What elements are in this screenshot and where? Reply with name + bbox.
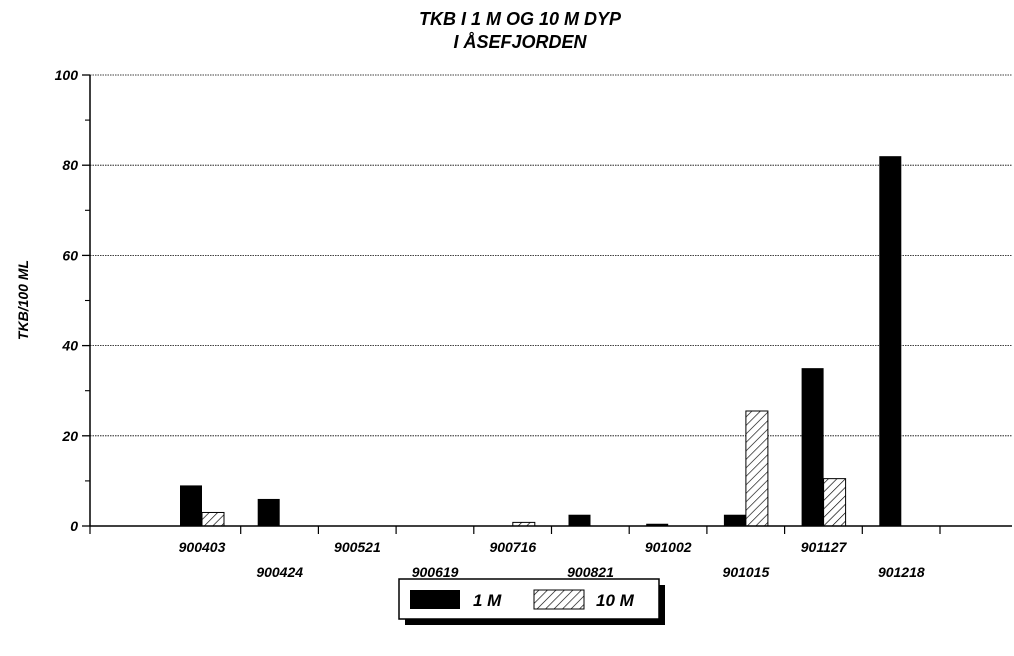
bar-1m (879, 156, 902, 526)
legend-label-10m: 10 M (596, 591, 635, 610)
bars (180, 156, 902, 527)
chart-subtitle: I ÅSEFJORDEN (453, 32, 587, 52)
x-tick-label: 901127 (801, 539, 848, 555)
x-tick-label: 900619 (412, 564, 459, 580)
y-tick-label: 0 (70, 518, 78, 534)
legend-swatch-10m (533, 589, 585, 610)
x-tick-label: 900424 (256, 564, 303, 580)
bar-10m (823, 478, 847, 527)
bar-1m (723, 514, 746, 526)
bar-10m (745, 410, 769, 527)
x-tick-label: 900521 (334, 539, 381, 555)
bar-1m (801, 368, 824, 526)
gridlines (90, 74, 1012, 437)
x-tick-label: 900716 (489, 539, 536, 555)
legend-swatch-1m (410, 590, 460, 609)
y-tick-label: 20 (61, 428, 78, 444)
x-tick-label: 901002 (645, 539, 692, 555)
x-tick-label: 901218 (878, 564, 925, 580)
chart-title: TKB I 1 M OG 10 M DYP (419, 9, 622, 29)
bar-10m (201, 511, 225, 527)
bar-1m (257, 498, 280, 526)
x-tick-label: 901015 (723, 564, 770, 580)
y-tick-label: 80 (62, 157, 78, 173)
y-axis-ticks: 0 20 40 60 80 100 (55, 67, 90, 534)
y-tick-label: 100 (55, 67, 79, 83)
y-axis-label: TKB/100 ML (15, 260, 31, 340)
y-tick-label: 60 (62, 247, 78, 263)
bar-1m (568, 514, 591, 526)
legend-label-1m: 1 M (473, 591, 502, 610)
x-tick-label: 900403 (179, 539, 226, 555)
y-tick-label: 40 (61, 338, 78, 354)
x-tick-label: 900821 (567, 564, 614, 580)
bar-1m (180, 485, 202, 526)
bar-1m (646, 523, 669, 526)
legend: 1 M 10 M (398, 578, 665, 625)
x-axis-ticks: 900403 900424 900521 900619 900716 900821 9010… (89, 526, 941, 580)
